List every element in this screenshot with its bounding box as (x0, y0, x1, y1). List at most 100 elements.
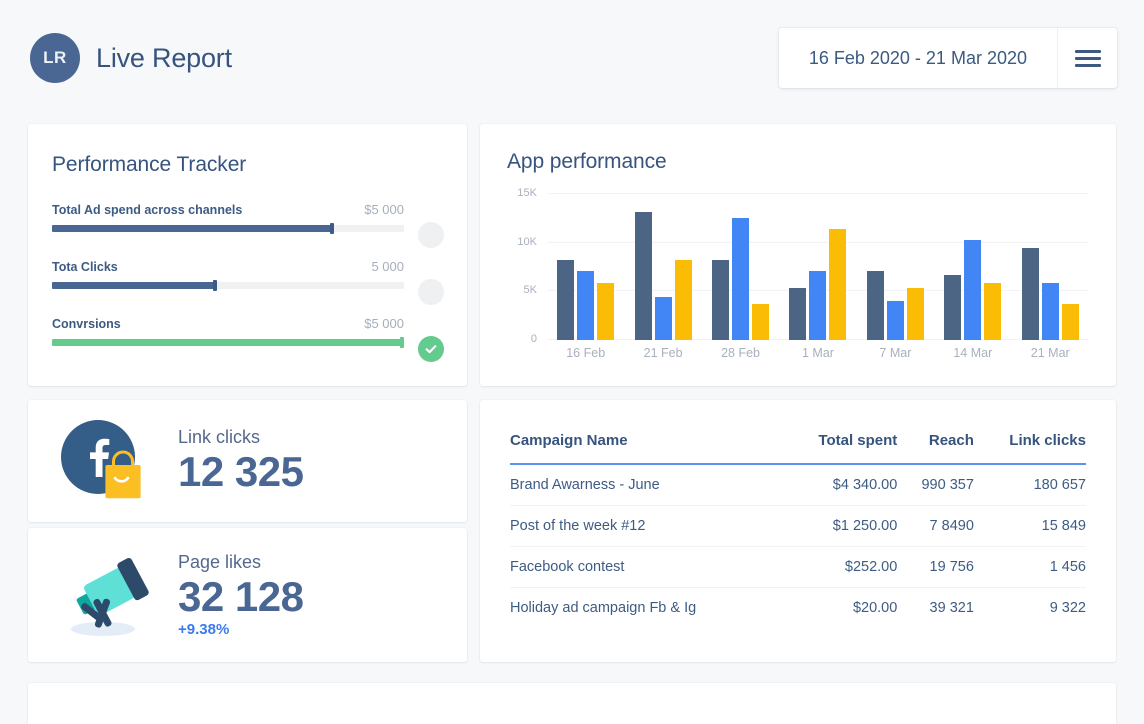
chart-bar-group (1021, 194, 1079, 340)
table-cell: 990 357 (897, 464, 974, 506)
chart-bar[interactable] (1061, 304, 1079, 340)
app-performance-card: App performance 0 5K 10K 15K 16 Feb 21 Feb 28… (480, 124, 1116, 386)
chart-bar[interactable] (674, 260, 692, 340)
tracker-title: Performance Tracker (52, 153, 247, 176)
tracker-progress-handle[interactable] (213, 280, 218, 291)
chart-x-axis: 16 Feb 21 Feb 28 Feb 1 Mar 7 Mar 14 Mar 21 Mar (547, 346, 1089, 360)
table-column-header[interactable]: Link clicks (973, 432, 1086, 465)
tracker-progress-bar[interactable] (52, 223, 404, 234)
tracker-progress-fill (52, 225, 334, 232)
chart-bar[interactable] (906, 288, 924, 340)
bar-chart: 0 5K 10K 15K 16 Feb 21 Feb 28 Feb 1 Mar 7 Mar 14… (507, 186, 1089, 366)
campaign-table: Campaign Name Total spent Reach Link clicks… (510, 432, 1086, 628)
check-circle-icon (418, 336, 444, 362)
table-cell: 180 657 (973, 464, 1086, 506)
chart-x-tick-label: 16 Feb (566, 346, 606, 360)
table-column-header[interactable]: Total spent (782, 432, 898, 465)
tracker-list: Total Ad spend across channels $5 000 Tota… (52, 202, 444, 373)
table-column-header[interactable]: Campaign Name (510, 432, 783, 465)
tracker-row-label: Convrsions (52, 317, 121, 331)
page-title: Live Report (96, 42, 232, 73)
table-row[interactable]: Brand Awarness - June $4 340.00 990 357 180… (510, 464, 1086, 506)
page-likes-label: Page likes (178, 551, 262, 572)
table-cell: 1 456 (973, 546, 1086, 588)
table-cell: $20.00 (852, 600, 898, 616)
table-column-header[interactable]: Reach (897, 432, 974, 465)
chart-bar-group (634, 194, 692, 340)
table-cell: 19 756 (897, 546, 974, 588)
link-clicks-value: 12 325 (178, 448, 304, 496)
tracker-row-label: Tota Clicks (52, 260, 118, 274)
tracker-progress-bar[interactable] (52, 337, 404, 348)
chart-bar-group (557, 194, 615, 340)
chart-bar[interactable] (577, 270, 595, 340)
chart-bar[interactable] (964, 239, 982, 340)
tracker-progress-handle[interactable] (400, 337, 404, 348)
table-cell: 15 849 (973, 505, 1086, 547)
chart-bar[interactable] (944, 274, 962, 340)
chart-bar-group (944, 194, 1002, 340)
chart-bar[interactable] (866, 270, 884, 340)
table-cell: 7 8490 (897, 505, 974, 547)
facebook-shopping-bag-icon (28, 419, 178, 503)
chart-bar[interactable] (634, 211, 652, 340)
chart-bar[interactable] (732, 218, 750, 340)
header-controls: 16 Feb 2020 - 21 Mar 2020 (778, 28, 1117, 88)
chart-bar-groups (547, 194, 1089, 340)
table-cell: 39 321 (929, 600, 974, 616)
chart-bar[interactable] (809, 270, 827, 340)
chart-x-tick-label: 21 Feb (643, 346, 683, 360)
chart-x-tick-label: 14 Mar (953, 346, 993, 360)
chart-bar[interactable] (886, 301, 904, 340)
telescope-icon (28, 550, 178, 640)
chart-bar[interactable] (752, 304, 770, 340)
chart-bar[interactable] (1021, 247, 1039, 340)
chart-bar[interactable] (654, 297, 672, 340)
chart-bar[interactable] (557, 260, 575, 340)
page-likes-card: Page likes 32 128 +9.38% (28, 528, 467, 662)
chart-bar[interactable] (789, 288, 807, 340)
table-cell: Holiday ad campaign Fb & Ig (510, 600, 697, 616)
chart-y-tick-label: 15K (517, 187, 537, 199)
status-dot (418, 222, 444, 248)
tracker-row: Convrsions $5 000 (52, 316, 444, 373)
table-cell: $1 250.00 (782, 505, 898, 547)
page-likes-value: 32 128 (178, 572, 304, 620)
chart-x-tick-label: 1 Mar (801, 346, 834, 360)
status-dot (418, 279, 444, 305)
table-row[interactable]: Post of the week #12 $1 250.00 7 8490 15 84… (510, 505, 1086, 547)
tracker-progress-fill (52, 339, 404, 346)
date-range-picker[interactable]: 16 Feb 2020 - 21 Mar 2020 (808, 47, 1027, 68)
menu-button[interactable] (1057, 28, 1117, 88)
chart-bar[interactable] (1041, 282, 1059, 340)
chart-x-tick-label: 21 Mar (1030, 346, 1070, 360)
tracker-row-value: 5 000 (371, 259, 404, 274)
performance-tracker-card: Performance Tracker Total Ad spend acros… (28, 124, 467, 386)
chart-bar[interactable] (829, 229, 847, 340)
tracker-row: Tota Clicks 5 000 (52, 259, 444, 316)
tracker-progress-handle[interactable] (329, 223, 334, 234)
table-row[interactable]: Facebook contest $252.00 19 756 1 456 (510, 546, 1086, 588)
link-clicks-label: Link clicks (178, 427, 261, 448)
tracker-row-label: Total Ad spend across channels (52, 203, 243, 217)
table-cell: Post of the week #12 (510, 505, 783, 547)
chart-bar-group (712, 194, 770, 340)
avatar: LR (30, 33, 80, 83)
chart-bar[interactable] (984, 282, 1002, 340)
table-cell: $252.00 (782, 546, 898, 588)
table-header-row: Campaign Name Total spent Reach Link clicks (510, 432, 1086, 465)
chart-x-tick-label: 28 Feb (721, 346, 760, 360)
chart-bar[interactable] (712, 260, 730, 340)
tracker-progress-bar[interactable] (52, 280, 404, 291)
chart-title: App performance (507, 150, 667, 173)
bottom-partial-card (28, 683, 1116, 724)
table-cell: Brand Awarness - June (510, 464, 783, 506)
table-cell: $4 340.00 (782, 464, 898, 506)
table-cell: Facebook contest (510, 546, 783, 588)
table-row[interactable]: Holiday ad campaign Fb & Ig $20.00 39 321 9… (510, 588, 1086, 629)
chart-bar[interactable] (597, 282, 615, 340)
chart-x-tick-label: 7 Mar (879, 346, 912, 360)
chart-y-tick-label: 0 (530, 333, 537, 345)
campaign-table-card: Campaign Name Total spent Reach Link clicks… (480, 400, 1116, 662)
